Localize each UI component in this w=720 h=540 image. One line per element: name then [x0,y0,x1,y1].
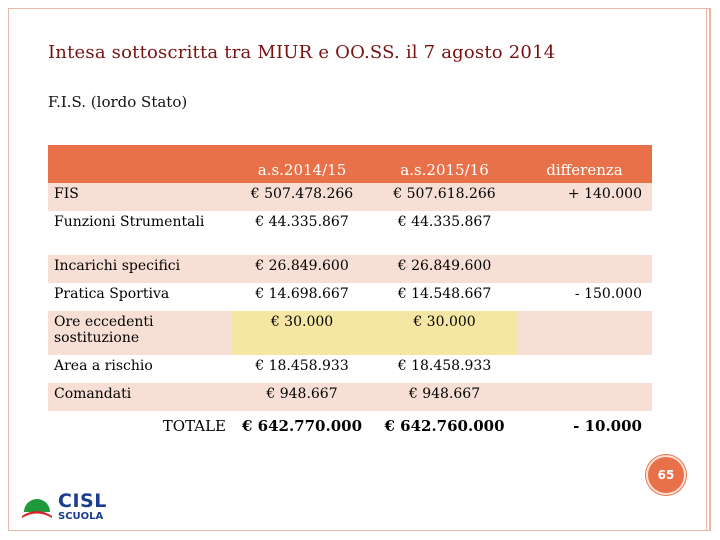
row-year1: € 948.667 [232,383,372,411]
row-year2: € 44.335.867 [372,211,517,255]
row-year1: € 14.698.667 [232,283,372,311]
fis-table: a.s.2014/15 a.s.2015/16 differenza FIS €… [48,145,652,438]
row-year2: € 507.618.266 [372,183,517,211]
row-year2: € 948.667 [372,383,517,411]
row-label: Pratica Sportiva [48,283,232,311]
page-number-badge: 65 [646,455,686,495]
logo-line1: CISL [58,490,107,512]
table-row: Ore eccedenti sostituzione € 30.000 € 30… [48,311,652,355]
row-diff [517,211,652,255]
total-year2: € 642.760.000 [372,411,517,438]
cisl-scuola-logo: CISL SCUOLA [20,492,130,532]
row-year2: € 30.000 [372,311,517,355]
row-diff [517,311,652,355]
row-year2: € 14.548.667 [372,283,517,311]
header-blank [48,145,232,183]
header-year2: a.s.2015/16 [372,145,517,183]
row-label: Comandati [48,383,232,411]
row-label: FIS [48,183,232,211]
logo-line2: SCUOLA [58,511,104,522]
slide-title: Intesa sottoscritta tra MIUR e OO.SS. il… [48,42,556,63]
table-header-row: a.s.2014/15 a.s.2015/16 differenza [48,145,652,183]
total-diff: - 10.000 [517,411,652,438]
row-label: Ore eccedenti sostituzione [48,311,232,355]
slide-subtitle: F.I.S. (lordo Stato) [48,93,188,111]
row-year1: € 507.478.266 [232,183,372,211]
table-row: Pratica Sportiva € 14.698.667 € 14.548.6… [48,283,652,311]
row-year2: € 18.458.933 [372,355,517,383]
header-year1: a.s.2014/15 [232,145,372,183]
row-diff [517,255,652,283]
header-diff: differenza [517,145,652,183]
row-label: Incarichi specifici [48,255,232,283]
total-year1: € 642.770.000 [232,411,372,438]
table-row: FIS € 507.478.266 € 507.618.266 + 140.00… [48,183,652,211]
table-total-row: TOTALE € 642.770.000 € 642.760.000 - 10.… [48,411,652,438]
cisl-logo-icon [22,499,52,518]
row-year1: € 18.458.933 [232,355,372,383]
row-label: Funzioni Strumentali [48,211,232,255]
total-label: TOTALE [48,411,232,438]
row-year1: € 26.849.600 [232,255,372,283]
table-row: Comandati € 948.667 € 948.667 [48,383,652,411]
table-row: Area a rischio € 18.458.933 € 18.458.933 [48,355,652,383]
row-year1: € 44.335.867 [232,211,372,255]
row-diff [517,355,652,383]
slide-frame [8,8,710,531]
table-row: Funzioni Strumentali € 44.335.867 € 44.3… [48,211,652,255]
row-diff: - 150.000 [517,283,652,311]
row-diff [517,383,652,411]
table-row: Incarichi specifici € 26.849.600 € 26.84… [48,255,652,283]
row-diff: + 140.000 [517,183,652,211]
row-year2: € 26.849.600 [372,255,517,283]
row-label: Area a rischio [48,355,232,383]
row-year1: € 30.000 [232,311,372,355]
right-edge-lines [706,8,720,531]
